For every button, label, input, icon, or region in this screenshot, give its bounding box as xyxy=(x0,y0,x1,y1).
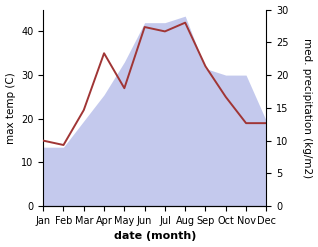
Y-axis label: med. precipitation (kg/m2): med. precipitation (kg/m2) xyxy=(302,38,313,178)
X-axis label: date (month): date (month) xyxy=(114,231,196,242)
Y-axis label: max temp (C): max temp (C) xyxy=(5,72,16,144)
